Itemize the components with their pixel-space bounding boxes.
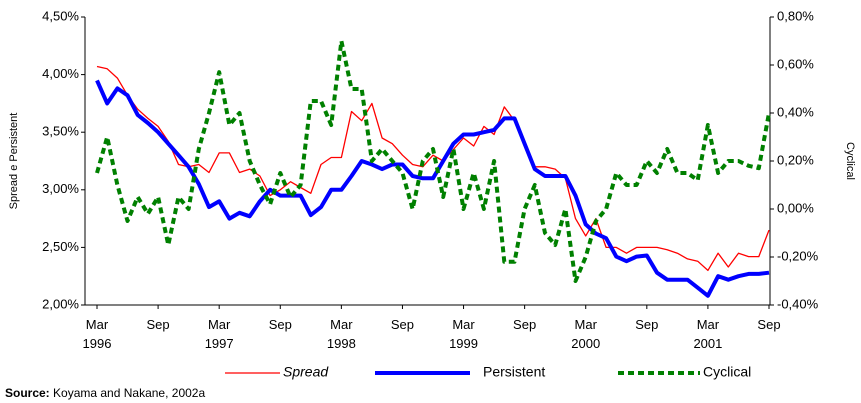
x-tick-label: Sep	[635, 317, 659, 332]
y2-tick-label: 0,20%	[777, 152, 814, 167]
y-axis-label: Spread e Persistent	[8, 113, 20, 210]
y2-tick-label: 0,00%	[777, 200, 814, 215]
x-tick-label: Sep	[268, 317, 292, 332]
y-tick-label: 3,00%	[42, 181, 79, 196]
source-text: Koyama and Nakane, 2002a	[53, 386, 206, 400]
y2-tick-label: 0,60%	[777, 56, 814, 71]
x-tick-label: Mar 2001	[693, 317, 723, 351]
y2-tick-label: -0,40%	[777, 296, 819, 311]
x-tick-label: Mar 1996	[82, 317, 112, 351]
y-tick-label: 4,50%	[42, 8, 79, 23]
legend-label: Persistent	[483, 364, 545, 380]
series-line	[96, 65, 770, 272]
x-tick-label: Sep	[146, 317, 170, 332]
y2-tick-label: 0,80%	[777, 8, 814, 23]
x-tick-label: Sep	[390, 317, 415, 332]
y2-axis-label: Cyclical	[844, 142, 856, 180]
x-tick-label: Mar 1997	[204, 317, 234, 351]
source: Source: Koyama and Nakane, 2002a	[5, 386, 205, 400]
y2-tick-label: -0,20%	[777, 248, 819, 263]
source-label: Source:	[5, 386, 50, 400]
y-tick-label: 2,50%	[42, 239, 79, 254]
y-tick-label: 2,00%	[42, 296, 79, 311]
legend-label: Spread	[283, 364, 329, 380]
x-tick-label: Mar 1998	[326, 317, 356, 351]
legend-label: Cyclical	[703, 364, 751, 380]
x-tick-label: Mar 2000	[571, 317, 601, 351]
y2-tick-label: 0,40%	[777, 104, 814, 119]
series-line	[95, 39, 771, 283]
y-tick-label: 3,50%	[42, 124, 79, 139]
x-tick-label: Sep	[513, 317, 537, 332]
x-tick-label: Mar 1999	[449, 317, 478, 351]
series-line	[95, 79, 770, 298]
y-tick-label: 4,00%	[42, 66, 79, 81]
x-tick-label: Sep	[757, 317, 781, 332]
